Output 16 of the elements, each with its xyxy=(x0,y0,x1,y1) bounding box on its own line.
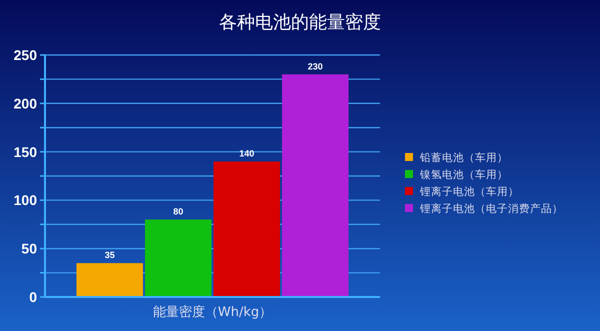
x-tick-label: 能量密度（Wh/kg） xyxy=(152,304,272,320)
chart-title: 各种电池的能量密度 xyxy=(219,12,381,33)
data-label: 35 xyxy=(104,250,115,260)
y-tick-label: 200 xyxy=(14,95,38,112)
data-label: 230 xyxy=(308,61,323,72)
legend-label: 锂离子电池（电子消费产品） xyxy=(419,202,563,215)
y-tick-label: 50 xyxy=(21,240,38,257)
y-tick-label: 150 xyxy=(14,144,38,160)
data-label: 140 xyxy=(239,148,254,158)
y-tick-label: 100 xyxy=(14,192,38,208)
y-tick-label: 250 xyxy=(14,47,38,63)
y-tick-label: 0 xyxy=(29,289,38,305)
legend-label: 铅蓄电池（车用） xyxy=(419,151,508,164)
legend-label: 镍氢电池（车用） xyxy=(419,168,508,181)
data-label: 80 xyxy=(173,206,184,217)
legend-label: 锂离子电池（车用） xyxy=(419,185,519,198)
